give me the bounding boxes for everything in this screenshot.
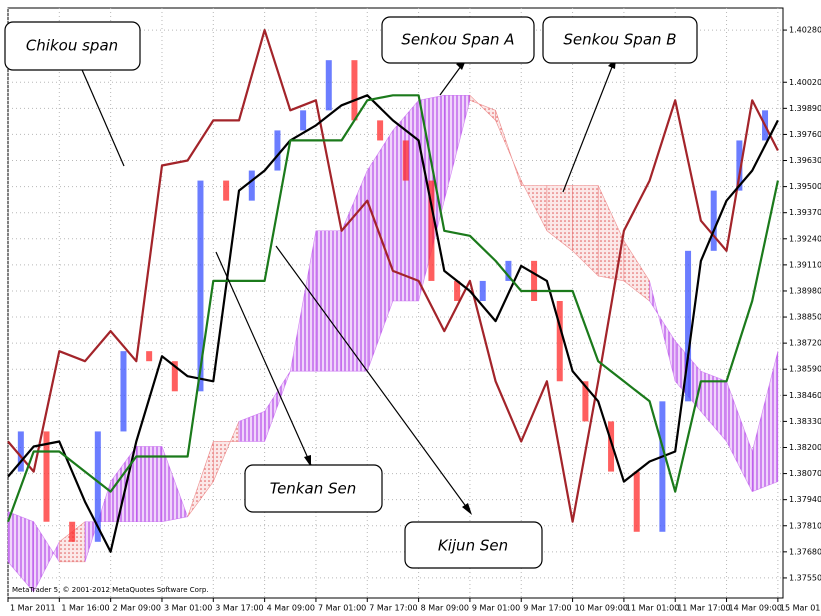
x-tick-label: 1 Mar 16:00 — [61, 604, 109, 613]
arrow — [215, 251, 312, 466]
arrow — [562, 61, 615, 193]
candle-body — [223, 180, 230, 201]
y-tick-label: 1.38850 — [789, 313, 821, 322]
cloud-segment — [751, 351, 779, 493]
annotation-box — [244, 464, 383, 513]
annotation-box — [4, 21, 141, 71]
annotation-box — [381, 16, 535, 64]
x-tick-label: 2 Mar 09:00 — [113, 604, 161, 613]
candle-body — [685, 250, 692, 402]
y-tick-label: 1.39240 — [789, 234, 821, 243]
candle-body — [428, 180, 435, 281]
series-line — [7, 29, 779, 523]
y-tick-label: 1.39630 — [789, 156, 821, 165]
y-tick-label: 1.38330 — [789, 417, 821, 426]
candle-body — [582, 381, 589, 422]
x-tick-label: 15 Mar 01:00 — [780, 604, 821, 613]
x-tick-label: 11 Mar 17:00 — [677, 604, 730, 613]
candle-body — [633, 471, 640, 532]
y-tick-label: 1.39890 — [789, 104, 821, 113]
annotation-box — [542, 16, 698, 64]
candle-body — [274, 130, 281, 171]
cloud-segment — [315, 230, 342, 372]
candle-body — [402, 140, 409, 181]
y-tick-label: 1.38590 — [789, 365, 821, 374]
series-line — [6, 94, 779, 523]
y-tick-label: 1.37680 — [789, 547, 821, 556]
y-tick-label: 1.39370 — [789, 208, 821, 217]
candle-body — [454, 280, 461, 301]
candle-body — [69, 521, 76, 542]
x-tick-label: 8 Mar 09:00 — [421, 604, 469, 613]
x-tick-label: 11 Mar 01:00 — [626, 604, 679, 613]
y-tick-label: 1.38980 — [789, 286, 821, 295]
candle-body — [505, 260, 512, 281]
candle-body — [300, 110, 307, 131]
annotation: Tenkan Sen — [270, 480, 356, 498]
x-tick-label: 14 Mar 09:00 — [729, 604, 782, 613]
candle-body — [608, 421, 615, 472]
annotation-box — [404, 521, 543, 569]
candle-body — [377, 120, 384, 141]
candle-body — [736, 140, 743, 191]
x-tick-label: 7 Mar 01:00 — [318, 604, 366, 613]
y-tick-label: 1.39760 — [789, 130, 821, 139]
annotation: Chikou span — [26, 37, 118, 55]
annotation: Kijun Sen — [438, 537, 508, 555]
cloud-segment — [136, 446, 163, 523]
candle-body — [146, 351, 153, 362]
candle-body — [17, 431, 24, 472]
x-tick-label: 7 Mar 17:00 — [369, 604, 417, 613]
y-tick-label: 1.37810 — [789, 521, 821, 530]
candle-body — [325, 60, 332, 111]
series-line — [7, 94, 779, 553]
candle-body — [197, 180, 204, 392]
x-tick-label: 4 Mar 09:00 — [267, 604, 315, 613]
y-tick-label: 1.39500 — [789, 182, 821, 191]
candle-body — [351, 60, 358, 121]
cloud-segment — [161, 446, 189, 523]
candle-body — [710, 190, 717, 251]
y-tick-label: 1.38720 — [789, 339, 821, 348]
candle-body — [120, 351, 127, 432]
x-tick-label: 9 Mar 01:00 — [472, 604, 520, 613]
y-tick-label: 1.40020 — [789, 78, 821, 87]
annotations: Chikou span Senkou Span A Senkou Span B … — [4, 16, 698, 569]
annotation: Senkou Span B — [563, 31, 676, 49]
candle-body — [659, 401, 666, 532]
candle-body — [556, 300, 563, 382]
y-tick-label: 1.37940 — [789, 495, 821, 504]
watermark: MetaTrader 5, © 2001-2012 MetaQuotes Sof… — [12, 586, 209, 594]
candle-body — [531, 260, 538, 301]
x-tick-label: 9 Mar 17:00 — [523, 604, 571, 613]
cloud-segment — [264, 371, 291, 442]
candle-body — [43, 431, 50, 522]
x-tick-label: 3 Mar 17:00 — [215, 604, 263, 613]
annotation: Senkou Span A — [401, 31, 514, 49]
arrow — [75, 55, 125, 167]
candle-body — [248, 170, 255, 201]
y-tick-label: 1.37550 — [789, 573, 821, 582]
arrow-head — [462, 503, 472, 515]
arrow — [275, 245, 471, 513]
y-tick-label: 1.39110 — [789, 260, 821, 269]
candle-body — [479, 280, 486, 301]
y-tick-label: 1.38070 — [789, 469, 821, 478]
candle-body — [171, 361, 178, 392]
x-tick-label: 3 Mar 01:00 — [164, 604, 212, 613]
candle-body — [94, 431, 101, 542]
y-tick-label: 1.38460 — [789, 391, 821, 400]
x-tick-label: 10 Mar 09:00 — [575, 604, 628, 613]
y-tick-label: 1.40280 — [789, 26, 821, 35]
y-tick-label: 1.38200 — [789, 443, 821, 452]
arrow-head — [304, 455, 311, 467]
x-tick-label: 1 Mar 2011 — [10, 604, 56, 613]
